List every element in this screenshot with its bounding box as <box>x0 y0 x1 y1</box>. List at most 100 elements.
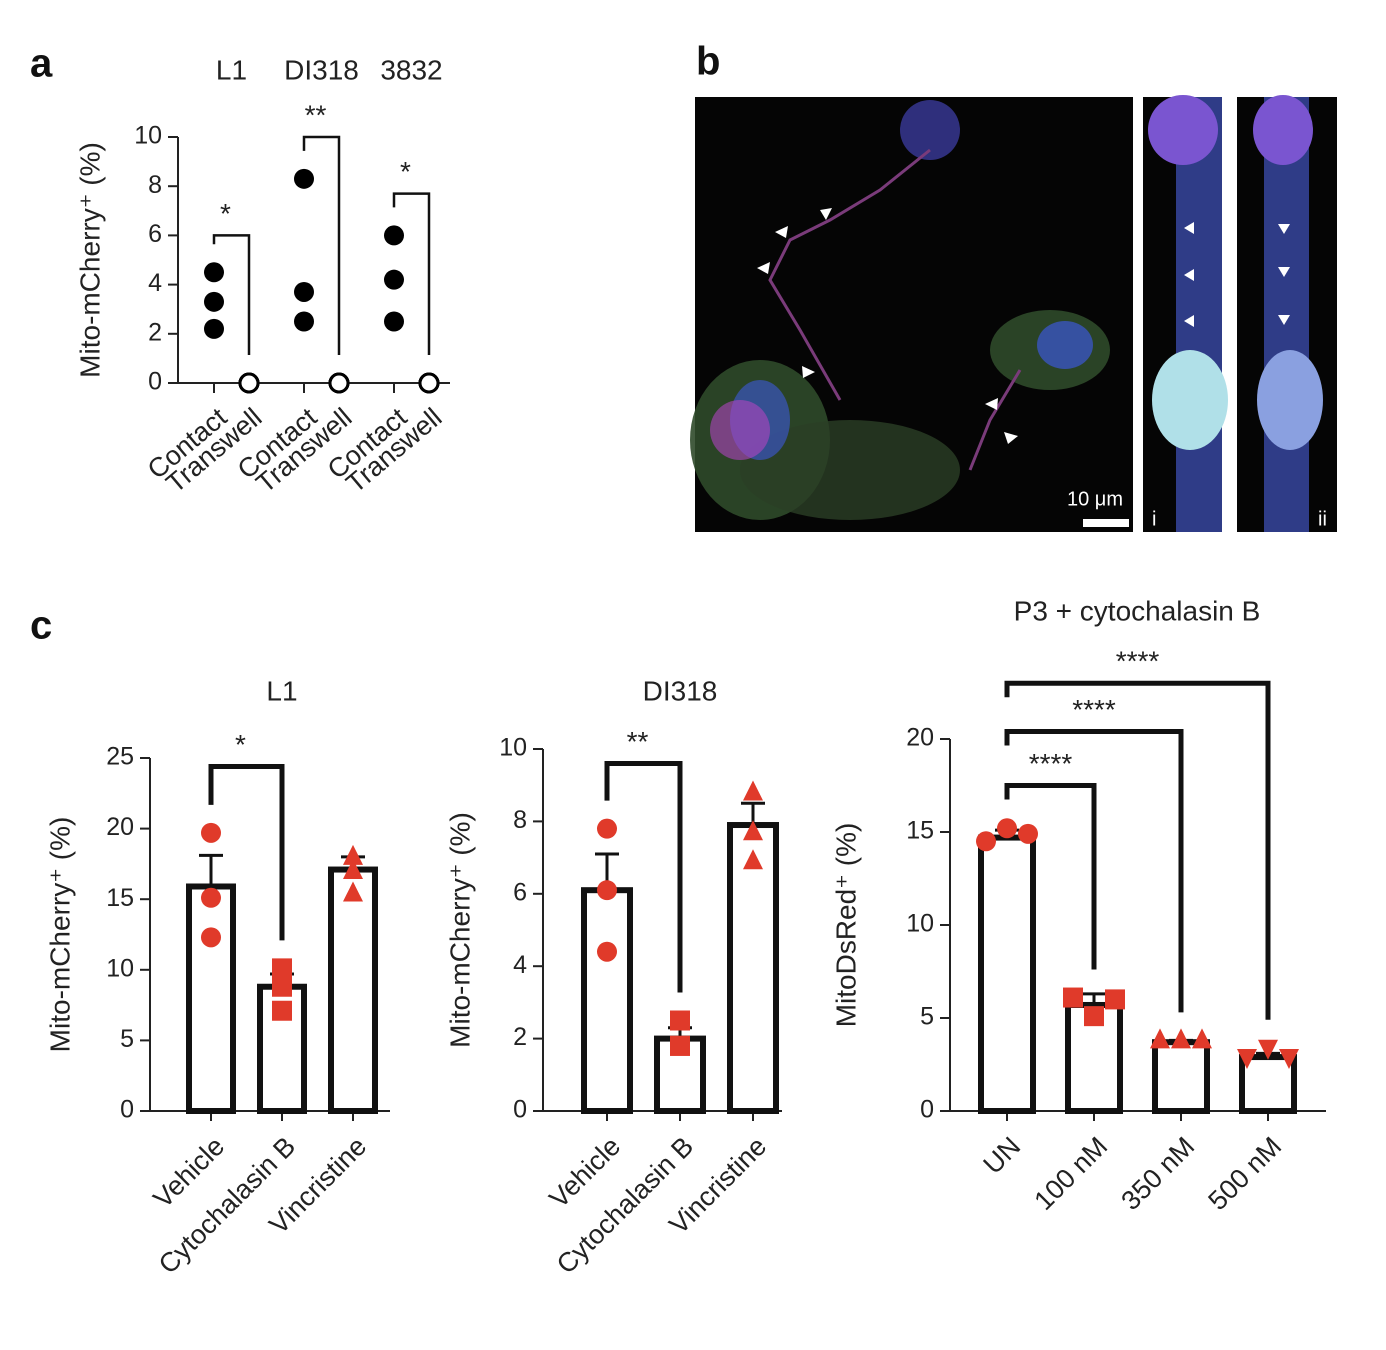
significance-label: ** <box>305 99 327 130</box>
panel-label: b <box>696 40 720 84</box>
micrograph: 10 μm i ii <box>690 95 1337 532</box>
significance-bracket <box>212 234 251 355</box>
y-axis-label: MitoDsRed⁺ (%) <box>830 823 861 1028</box>
bar <box>1239 1054 1297 1115</box>
y-axis-label: Mito-mCherry⁺ (%) <box>74 142 105 378</box>
y-tick-label: 8 <box>148 171 162 199</box>
bar <box>978 834 1036 1115</box>
data-point <box>343 858 363 879</box>
scale-bar-label: 10 μm <box>1067 488 1123 510</box>
data-point <box>272 976 292 997</box>
data-point <box>1279 1049 1299 1070</box>
data-point <box>294 168 314 189</box>
group-label: 3832 <box>380 54 442 85</box>
significance-bracket <box>302 135 341 355</box>
y-tick-label: 20 <box>906 724 934 752</box>
data-point <box>1192 1028 1212 1049</box>
x-tick-label: 350 nM <box>1115 1131 1200 1216</box>
x-tick-label: UN <box>977 1131 1026 1180</box>
y-tick-label: 0 <box>920 1096 934 1124</box>
significance-label: * <box>235 729 246 760</box>
significance-label: ** <box>627 726 649 757</box>
y-tick-label: 0 <box>513 1096 527 1124</box>
y-tick-label: 10 <box>106 954 134 982</box>
chart-title: DI318 <box>643 675 718 706</box>
data-point <box>238 372 260 394</box>
data-point <box>670 1035 690 1056</box>
x-tick-label: 500 nM <box>1202 1131 1287 1216</box>
data-point <box>201 822 221 843</box>
data-point <box>1018 823 1038 844</box>
data-point <box>204 262 224 283</box>
bar <box>1065 1001 1123 1114</box>
y-tick-label: 10 <box>906 910 934 938</box>
data-point <box>272 958 292 979</box>
bar <box>328 866 378 1114</box>
data-point <box>1105 989 1125 1010</box>
y-axis-label: Mito-mCherry⁺ (%) <box>44 817 75 1053</box>
y-tick-label: 0 <box>148 368 162 396</box>
data-point <box>294 281 314 302</box>
significance-label: **** <box>1029 748 1073 779</box>
significance-label: * <box>220 198 231 229</box>
y-tick-label: 5 <box>120 1025 134 1053</box>
data-point <box>343 881 363 902</box>
y-tick-label: 6 <box>513 878 527 906</box>
y-tick-label: 4 <box>513 951 527 979</box>
data-point <box>384 311 404 332</box>
y-tick-label: 25 <box>106 743 134 771</box>
significance-bracket <box>208 763 285 941</box>
y-tick-label: 8 <box>513 806 527 834</box>
data-point <box>743 849 763 870</box>
data-point <box>328 372 350 394</box>
significance-bracket <box>604 760 683 993</box>
y-tick-label: 10 <box>134 122 162 150</box>
data-point <box>997 818 1017 839</box>
panel-label: c <box>30 604 52 648</box>
group-label: L1 <box>216 54 247 85</box>
inset-label: i <box>1152 508 1156 530</box>
inset-label: ii <box>1318 508 1327 530</box>
significance-bracket <box>1004 783 1097 970</box>
group-label: DI318 <box>284 54 359 85</box>
data-point <box>743 780 763 801</box>
significance-label: * <box>400 156 411 187</box>
data-point <box>418 372 440 394</box>
y-tick-label: 6 <box>148 220 162 248</box>
chart-title: P3 + cytochalasin B <box>1014 595 1261 626</box>
y-tick-label: 15 <box>906 817 934 845</box>
data-point <box>597 818 617 839</box>
data-point <box>1171 1028 1191 1049</box>
significance-label: **** <box>1072 694 1116 725</box>
y-tick-label: 2 <box>148 318 162 346</box>
data-point <box>201 927 221 948</box>
data-point <box>597 941 617 962</box>
significance-bracket <box>1004 680 1271 1020</box>
significance-bracket <box>1004 729 1184 1013</box>
y-axis-label: Mito-mCherry⁺ (%) <box>444 812 475 1048</box>
data-point <box>1150 1028 1170 1049</box>
data-point <box>201 887 221 908</box>
data-point <box>1063 987 1083 1008</box>
data-point <box>1237 1049 1257 1070</box>
significance-label: **** <box>1116 646 1160 677</box>
data-point <box>343 844 363 865</box>
x-tick-label: 100 nM <box>1028 1131 1113 1216</box>
y-tick-label: 10 <box>499 734 527 762</box>
data-point <box>743 820 763 841</box>
panel-label: a <box>30 42 53 86</box>
data-point <box>976 831 996 852</box>
bar <box>186 883 236 1114</box>
data-point <box>670 1010 690 1031</box>
bar <box>727 822 779 1115</box>
bar <box>581 887 633 1114</box>
chart-title: L1 <box>266 675 297 706</box>
y-tick-label: 0 <box>120 1096 134 1124</box>
significance-bracket <box>392 192 431 355</box>
y-tick-label: 4 <box>148 269 162 297</box>
y-tick-label: 15 <box>106 884 134 912</box>
data-point <box>597 880 617 901</box>
data-point <box>204 291 224 312</box>
bar <box>1152 1039 1210 1115</box>
